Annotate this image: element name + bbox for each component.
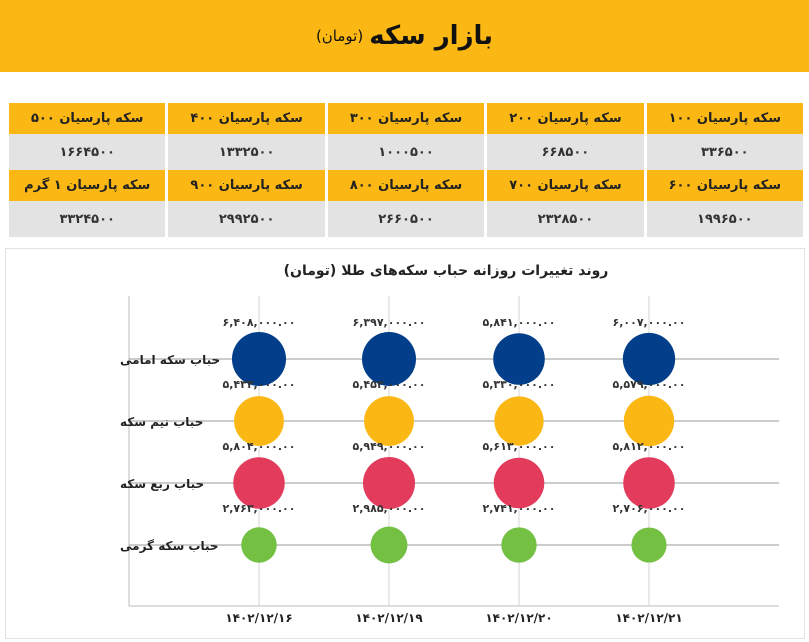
bubble bbox=[241, 527, 277, 563]
y-tick-label: حباب سکه امامی bbox=[120, 353, 220, 367]
data-label: ۵,۸۰۴,۰۰۰.۰۰ bbox=[223, 440, 296, 453]
bubble bbox=[622, 332, 676, 386]
x-tick-label: ۱۴۰۲/۱۲/۱۶ bbox=[225, 611, 292, 625]
coin-name: سکه پارسیان ۴۰۰ bbox=[168, 103, 325, 134]
chart-panel: روند تغییرات روزانه حباب سکه‌های طلا (تو… bbox=[5, 248, 805, 639]
coin-price: ۶۶۸۵۰۰ bbox=[487, 134, 644, 170]
data-label: ۶,۴۰۸,۰۰۰.۰۰ bbox=[223, 316, 296, 329]
bubble bbox=[501, 527, 537, 563]
y-tick-label: حباب نیم سکه bbox=[120, 415, 203, 429]
table-row: سکه پارسیان ۶۰۰ سکه پارسیان ۷۰۰ سکه پارسیا… bbox=[9, 170, 803, 201]
coin-price: ۱۳۳۲۵۰۰ bbox=[168, 134, 325, 170]
coin-name: سکه پارسیان ۱۰۰ bbox=[646, 103, 803, 134]
bubble bbox=[494, 396, 544, 446]
header: بازار سکه (تومان) bbox=[0, 0, 809, 72]
data-label: ۲,۷۴۱,۰۰۰.۰۰ bbox=[483, 502, 556, 515]
data-label: ۵,۴۳۳,۰۰۰.۰۰ bbox=[223, 378, 296, 391]
coin-price: ۳۳۶۵۰۰ bbox=[646, 134, 803, 170]
coin-price: ۱۶۶۴۵۰۰ bbox=[9, 134, 166, 170]
coin-name: سکه پارسیان ۳۰۰ bbox=[327, 103, 485, 134]
data-label: ۲,۷۰۶,۰۰۰.۰۰ bbox=[613, 502, 686, 515]
x-tick-label: ۱۴۰۲/۱۲/۲۰ bbox=[485, 611, 552, 625]
coin-name: سکه پارسیان ۷۰۰ bbox=[487, 170, 644, 201]
data-label: ۵,۸۴۱,۰۰۰.۰۰ bbox=[483, 316, 556, 329]
chart-title: روند تغییرات روزانه حباب سکه‌های طلا (تو… bbox=[284, 263, 609, 279]
bubble bbox=[234, 396, 284, 446]
data-label: ۵,۶۱۳,۰۰۰.۰۰ bbox=[483, 440, 556, 453]
x-tick-label: ۱۴۰۲/۱۲/۲۱ bbox=[615, 611, 682, 625]
table-row: ۳۳۶۵۰۰ ۶۶۸۵۰۰ ۱۰۰۰۵۰۰ ۱۳۳۲۵۰۰ ۱۶۶۴۵۰۰ bbox=[9, 134, 803, 170]
bubble bbox=[631, 527, 667, 563]
header-unit: (تومان) bbox=[315, 27, 364, 45]
bubble bbox=[493, 457, 545, 509]
data-label: ۲,۹۸۵,۰۰۰.۰۰ bbox=[353, 502, 426, 515]
coin-name: سکه پارسیان ۹۰۰ bbox=[168, 170, 325, 201]
bubble bbox=[231, 331, 287, 387]
price-table: سکه پارسیان ۱۰۰ سکه پارسیان ۲۰۰ سکه پارسیا… bbox=[6, 103, 806, 237]
table-row: ۱۹۹۶۵۰۰ ۲۳۲۸۵۰۰ ۲۶۶۰۵۰۰ ۲۹۹۲۵۰۰ ۳۳۲۴۵۰۰ bbox=[9, 201, 803, 237]
data-label: ۵,۹۴۹,۰۰۰.۰۰ bbox=[353, 440, 426, 453]
data-label: ۵,۴۵۳,۰۰۰.۰۰ bbox=[353, 378, 426, 391]
chart: روند تغییرات روزانه حباب سکه‌های طلا (تو… bbox=[120, 263, 779, 625]
y-tick-label: حباب سکه گرمی bbox=[120, 539, 219, 553]
bubble bbox=[362, 332, 416, 386]
data-label: ۵,۸۱۲,۰۰۰.۰۰ bbox=[613, 440, 686, 453]
bubble bbox=[362, 456, 416, 510]
coin-price: ۲۹۹۲۵۰۰ bbox=[168, 201, 325, 237]
coin-price: ۱۰۰۰۵۰۰ bbox=[327, 134, 485, 170]
coin-price: ۳۳۲۴۵۰۰ bbox=[9, 201, 166, 237]
data-label: ۵,۵۷۹,۰۰۰.۰۰ bbox=[613, 378, 686, 391]
bubble bbox=[623, 457, 675, 509]
bubble bbox=[493, 333, 545, 385]
y-tick-label: حباب ربع سکه bbox=[120, 477, 204, 491]
coin-name: سکه پارسیان ۶۰۰ bbox=[646, 170, 803, 201]
coin-price: ۲۳۲۸۵۰۰ bbox=[487, 201, 644, 237]
coin-price: ۲۶۶۰۵۰۰ bbox=[327, 201, 485, 237]
coin-name: سکه پارسیان ۵۰۰ bbox=[9, 103, 166, 134]
bubble bbox=[233, 457, 285, 509]
coin-price: ۱۹۹۶۵۰۰ bbox=[646, 201, 803, 237]
data-label: ۶,۰۰۷,۰۰۰.۰۰ bbox=[613, 316, 686, 329]
header-title: بازار سکه bbox=[369, 21, 494, 51]
coin-name: سکه پارسیان ۱ گرم bbox=[9, 170, 166, 201]
table-row: سکه پارسیان ۱۰۰ سکه پارسیان ۲۰۰ سکه پارسیا… bbox=[9, 103, 803, 134]
data-label: ۲,۷۶۳,۰۰۰.۰۰ bbox=[223, 502, 296, 515]
data-label: ۵,۳۳۰,۰۰۰.۰۰ bbox=[483, 378, 556, 391]
coin-name: سکه پارسیان ۲۰۰ bbox=[487, 103, 644, 134]
bubble bbox=[370, 526, 408, 564]
x-tick-label: ۱۴۰۲/۱۲/۱۹ bbox=[355, 611, 423, 625]
bubble bbox=[623, 395, 675, 447]
bubble bbox=[364, 396, 414, 446]
data-label: ۶,۳۹۷,۰۰۰.۰۰ bbox=[353, 316, 426, 329]
coin-name: سکه پارسیان ۸۰۰ bbox=[327, 170, 485, 201]
